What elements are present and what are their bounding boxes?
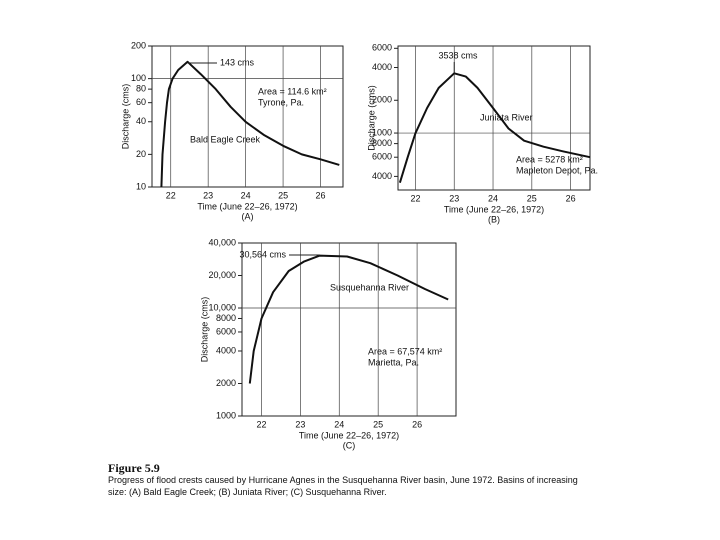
peak-label: 143 cms <box>220 57 255 67</box>
annotation: Area = 5278 km² <box>516 154 583 164</box>
y-tick-label: 20,000 <box>208 270 236 280</box>
x-axis-label: Time (June 22–26, 1972) <box>197 201 297 211</box>
annotation: Area = 67,574 km² <box>368 346 442 356</box>
panel-label: (B) <box>488 214 500 224</box>
y-tick-label: 40,000 <box>208 237 236 247</box>
y-tick-label: 40 <box>136 116 146 126</box>
x-axis-label: Time (June 22–26, 1972) <box>444 204 544 214</box>
x-tick-label: 24 <box>488 193 498 203</box>
annotation: Marietta, Pa. <box>368 357 419 367</box>
x-tick-label: 24 <box>334 419 344 429</box>
discharge-line <box>398 72 591 183</box>
y-tick-label: 60 <box>136 97 146 107</box>
y-tick-label: 1000 <box>216 410 236 420</box>
y-tick-label: 8000 <box>372 138 392 148</box>
annotation: Susquehanna River <box>330 282 409 292</box>
x-tick-label: 23 <box>203 190 213 200</box>
y-axis-label: Discharge (cms) <box>199 297 209 363</box>
annotation: Tyrone, Pa. <box>258 97 304 107</box>
x-tick-label: 23 <box>295 419 305 429</box>
annotation: Juniata River <box>480 112 533 122</box>
y-tick-label: 4000 <box>216 345 236 355</box>
x-tick-label: 22 <box>256 419 266 429</box>
y-tick-label: 4000 <box>372 62 392 72</box>
y-tick-label: 6000 <box>372 43 392 53</box>
discharge-line <box>160 60 340 188</box>
annotation: Bald Eagle Creek <box>190 134 261 144</box>
y-tick-label: 6000 <box>372 152 392 162</box>
panel-label: (A) <box>242 211 254 221</box>
x-tick-label: 26 <box>566 193 576 203</box>
plot-frame <box>151 45 344 188</box>
x-tick-label: 25 <box>278 190 288 200</box>
y-tick-label: 2000 <box>372 95 392 105</box>
y-tick-label: 20 <box>136 149 146 159</box>
discharge-line <box>248 254 449 384</box>
y-tick-label: 10,000 <box>208 302 236 312</box>
plot-frame <box>241 242 457 417</box>
y-axis-label: Discharge (cms) <box>366 85 376 151</box>
x-tick-label: 24 <box>241 190 251 200</box>
y-tick-label: 200 <box>131 40 146 50</box>
plot-frame <box>397 45 591 191</box>
x-tick-label: 23 <box>449 193 459 203</box>
panel-label: (C) <box>343 440 356 450</box>
y-tick-label: 100 <box>131 73 146 83</box>
x-tick-label: 25 <box>373 419 383 429</box>
y-tick-label: 10 <box>136 181 146 191</box>
peak-label: 30,564 cms <box>239 249 286 259</box>
x-tick-label: 26 <box>316 190 326 200</box>
y-tick-label: 6000 <box>216 326 236 336</box>
caption: Figure 5.9 Progress of flood crests caus… <box>108 462 588 498</box>
x-tick-label: 26 <box>412 419 422 429</box>
x-tick-label: 22 <box>166 190 176 200</box>
y-tick-label: 4000 <box>372 171 392 181</box>
y-tick-label: 2000 <box>216 378 236 388</box>
annotation: Area = 114.6 km² <box>258 86 327 96</box>
x-tick-label: 22 <box>410 193 420 203</box>
y-tick-label: 80 <box>136 84 146 94</box>
annotation: Mapleton Depot, Pa. <box>516 165 598 175</box>
caption-title: Figure 5.9 <box>108 461 160 475</box>
x-tick-label: 25 <box>527 193 537 203</box>
x-axis-label: Time (June 22–26, 1972) <box>299 430 399 440</box>
caption-text: Progress of flood crests caused by Hurri… <box>108 475 578 497</box>
y-tick-label: 8000 <box>216 313 236 323</box>
peak-label: 3538 cms <box>438 50 478 60</box>
y-tick-label: 1000 <box>372 127 392 137</box>
y-axis-label: Discharge (cms) <box>120 84 130 150</box>
